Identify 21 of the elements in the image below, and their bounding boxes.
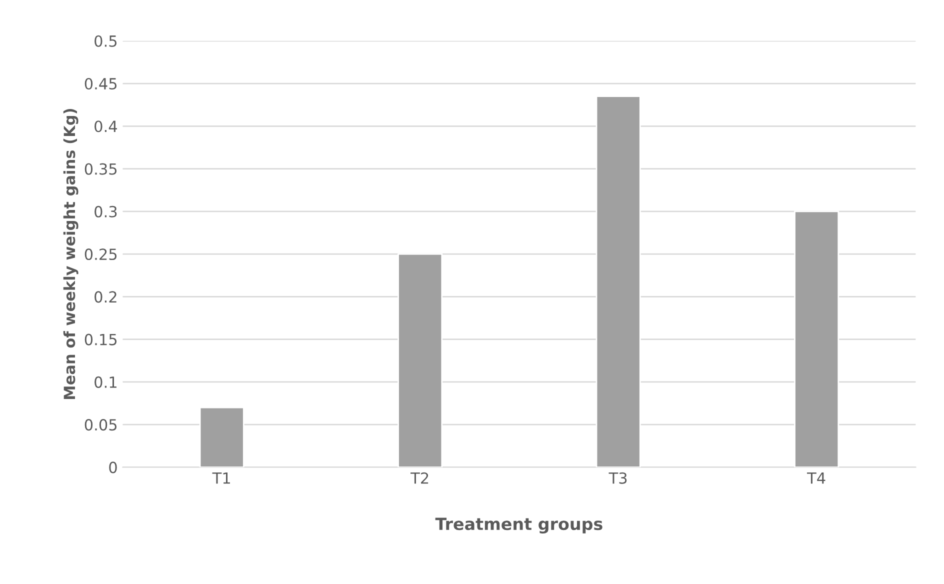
x-tick-label: T3 xyxy=(608,472,627,484)
y-tick-label: 0.2 xyxy=(94,291,116,303)
bar xyxy=(596,96,641,468)
y-tick-label: 0.4 xyxy=(94,120,118,132)
x-axis-title: Treatment groups xyxy=(435,518,602,534)
y-tick-label: 0.35 xyxy=(84,163,117,175)
y-tick-label: 0.45 xyxy=(84,78,117,90)
y-tick-label: 0.1 xyxy=(94,376,116,388)
y-tick-label: 0 xyxy=(109,462,117,474)
y-axis-title: Mean of weekly weight gains (Kg) xyxy=(63,109,78,399)
y-tick-label: 0.5 xyxy=(94,35,117,47)
y-tick-label: 0.3 xyxy=(94,206,117,218)
y-tick-label: 0.25 xyxy=(84,248,117,260)
x-tick-label: T1 xyxy=(212,472,230,484)
x-tick-label: T2 xyxy=(410,472,428,484)
y-tick-label: 0.15 xyxy=(84,334,117,346)
bar xyxy=(398,253,443,468)
y-tick-label: 0.05 xyxy=(84,419,117,431)
bar xyxy=(794,210,840,468)
x-tick-label: T4 xyxy=(806,472,826,484)
bar xyxy=(199,406,244,468)
